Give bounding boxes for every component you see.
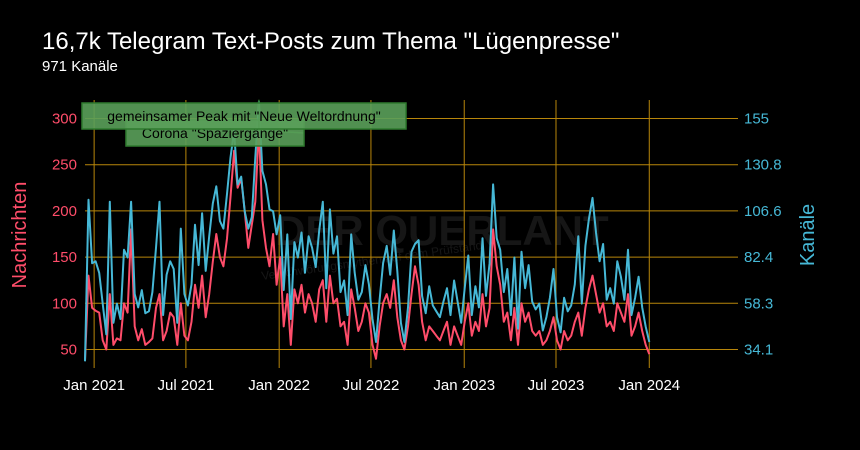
y-axis-title-right: Kanäle <box>797 204 819 266</box>
axis-labels: 50 34.1 100 58.3 150 82.4 200 106.6 250 130.8 300 1… <box>52 110 782 394</box>
watermark-logo: DER QUERLANT Verschwörungsmythen auf dem… <box>260 207 609 283</box>
y-tick-right: 82.4 <box>744 249 773 266</box>
annotation-peak-box <box>81 102 407 130</box>
series-line-messages <box>84 126 651 361</box>
x-tick: Jan 2022 <box>248 377 310 394</box>
chart-subtitle: 971 Kanäle <box>42 58 118 75</box>
x-tick: Jan 2023 <box>433 377 495 394</box>
y-tick-left: 200 <box>52 203 77 220</box>
x-tick: Jul 2023 <box>528 377 585 394</box>
y-tick-left: 50 <box>60 342 77 359</box>
chart-title: 16,7k Telegram Text-Posts zum Thema "Lüg… <box>42 28 620 55</box>
y-tick-left: 100 <box>52 295 77 312</box>
y-tick-right: 106.6 <box>744 203 782 220</box>
y-tick-right: 58.3 <box>744 295 773 312</box>
series-lines <box>84 100 651 362</box>
annotation-peak-text: gemeinsamer Peak mit "Neue Weltordnung" <box>107 108 381 124</box>
y-tick-right: 130.8 <box>744 157 782 174</box>
y-tick-right: 155 <box>744 110 769 127</box>
x-tick: Jan 2021 <box>63 377 125 394</box>
x-tick: Jul 2021 <box>158 377 215 394</box>
y-tick-left: 150 <box>52 249 77 266</box>
x-tick: Jul 2022 <box>343 377 400 394</box>
x-tick: Jan 2024 <box>618 377 680 394</box>
annotations: Corona "Spaziergänge"gemeinsamer Peak mi… <box>81 99 407 147</box>
y-tick-right: 34.1 <box>744 342 773 359</box>
y-tick-left: 300 <box>52 110 77 127</box>
y-axis-title-left: Nachrichten <box>9 182 31 289</box>
y-tick-left: 250 <box>52 157 77 174</box>
series-line-channels <box>84 100 651 362</box>
